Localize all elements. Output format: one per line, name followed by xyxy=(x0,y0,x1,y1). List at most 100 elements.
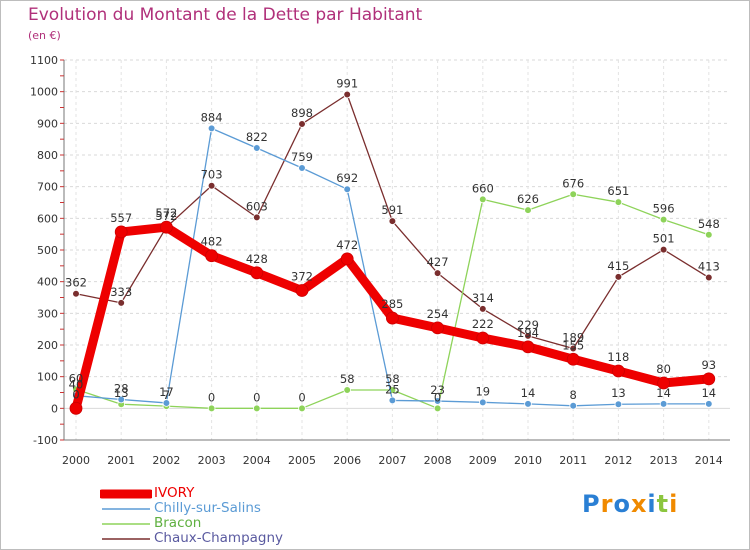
y-tick-label: 600 xyxy=(37,212,58,225)
data-label-chilly-sur-salins: 14 xyxy=(521,386,536,400)
data-point-chaux-champagny xyxy=(704,273,713,282)
data-label-bracon: 676 xyxy=(562,176,584,190)
data-point-chilly-sur-salins xyxy=(569,401,577,410)
data-point-ivory xyxy=(657,376,670,390)
data-point-chilly-sur-salins xyxy=(343,185,352,194)
data-label-bracon: 660 xyxy=(472,181,494,195)
data-label-bracon: 58 xyxy=(385,372,400,386)
data-label-ivory: 482 xyxy=(201,235,223,249)
data-point-bracon xyxy=(614,198,623,206)
legend-label-chilly: Chilly-sur-Salins xyxy=(154,500,261,516)
data-point-bracon xyxy=(569,190,577,199)
data-point-chaux-champagny xyxy=(72,289,80,298)
data-point-chilly-sur-salins xyxy=(478,398,487,407)
logo-letter: r xyxy=(600,490,614,518)
data-point-bracon xyxy=(298,404,306,413)
data-label-chaux-champagny: 898 xyxy=(291,106,313,120)
y-tick-label: 1100 xyxy=(30,54,58,67)
data-label-bracon: 626 xyxy=(517,192,539,206)
chart-title: Evolution du Montant de la Dette par Hab… xyxy=(28,5,423,25)
legend-label-bracon: Bracon xyxy=(154,515,202,531)
data-label-ivory: 254 xyxy=(427,307,449,321)
data-label-chaux-champagny: 362 xyxy=(65,276,87,290)
data-label-chilly-sur-salins: 23 xyxy=(430,383,445,397)
data-point-bracon xyxy=(478,195,487,204)
logo-letter: i xyxy=(647,490,657,518)
data-point-chaux-champagny xyxy=(388,217,397,225)
x-tick-label: 2013 xyxy=(650,454,678,467)
data-label-chaux-champagny: 427 xyxy=(427,255,449,269)
proxiti-logo: Proxiti xyxy=(582,490,678,518)
data-point-bracon xyxy=(207,404,216,413)
x-tick-label: 2001 xyxy=(107,454,135,467)
x-tick-label: 2012 xyxy=(604,454,632,467)
data-label-chaux-champagny: 591 xyxy=(381,203,403,217)
data-point-chaux-champagny xyxy=(569,344,577,353)
x-tick-label: 2004 xyxy=(243,454,271,467)
data-point-chilly-sur-salins xyxy=(614,400,623,409)
data-label-chilly-sur-salins: 14 xyxy=(656,386,671,400)
data-label-ivory: 428 xyxy=(246,252,268,266)
data-point-ivory xyxy=(114,225,128,239)
data-label-chaux-champagny: 314 xyxy=(472,291,494,305)
x-tick-label: 2007 xyxy=(378,454,406,467)
data-label-bracon: 7 xyxy=(163,388,170,402)
data-label-chilly-sur-salins: 17 xyxy=(159,385,174,399)
data-label-chilly-sur-salins: 25 xyxy=(385,382,400,396)
data-label-bracon: 0 xyxy=(298,390,305,404)
data-label-ivory: 372 xyxy=(291,270,313,284)
axes: -100010020030040050060070080090010001100… xyxy=(30,54,730,467)
y-tick-label: 1000 xyxy=(30,86,58,99)
data-point-ivory xyxy=(702,372,716,386)
data-point-chaux-champagny xyxy=(478,305,487,313)
data-label-bracon: 0 xyxy=(253,390,260,404)
data-point-chaux-champagny xyxy=(207,181,216,190)
data-label-chaux-champagny: 603 xyxy=(246,199,268,213)
x-tick-label: 2009 xyxy=(469,454,497,467)
data-point-bracon xyxy=(704,231,713,239)
data-point-ivory xyxy=(69,401,83,415)
legend-item-chilly: Chilly-sur-Salins xyxy=(100,501,283,516)
data-point-chaux-champagny xyxy=(117,299,125,307)
data-point-ivory xyxy=(250,266,264,280)
data-label-ivory: 155 xyxy=(562,338,584,352)
data-point-chilly-sur-salins xyxy=(207,124,216,133)
data-point-chilly-sur-salins xyxy=(252,144,261,152)
legend-swatch-ivory xyxy=(100,489,152,499)
data-label-ivory: 93 xyxy=(701,358,716,372)
data-label-bracon: 58 xyxy=(340,372,355,386)
data-label-chilly-sur-salins: 13 xyxy=(611,386,626,400)
data-label-ivory: 222 xyxy=(472,317,494,331)
data-point-ivory xyxy=(566,352,580,366)
x-tick-label: 2002 xyxy=(152,454,180,467)
data-label-chaux-champagny: 703 xyxy=(201,168,223,182)
y-tick-label: 400 xyxy=(37,276,58,289)
y-tick-label: 900 xyxy=(37,117,58,130)
data-label-ivory: 472 xyxy=(336,238,358,252)
data-label-bracon: 0 xyxy=(434,390,441,404)
x-tick-label: 2014 xyxy=(695,454,723,467)
data-point-chilly-sur-salins xyxy=(298,164,306,172)
data-labels: 362 333 572 703 603 898 991 591 427 314 229 189 415 5… xyxy=(65,77,720,405)
x-tick-label: 2010 xyxy=(514,454,542,467)
data-point-chaux-champagny xyxy=(614,273,623,281)
data-label-chilly-sur-salins: 759 xyxy=(291,150,313,164)
y-tick-label: 0 xyxy=(51,402,58,415)
logo-letter: i xyxy=(669,490,679,518)
legend-item-bracon: Bracon xyxy=(100,516,283,531)
y-tick-label: 300 xyxy=(37,307,58,320)
logo-letter: x xyxy=(630,490,648,518)
data-point-chilly-sur-salins xyxy=(659,400,668,408)
data-label-chaux-champagny: 333 xyxy=(110,285,132,299)
legend-swatch-chilly xyxy=(102,508,150,510)
data-point-bracon xyxy=(433,404,442,413)
data-label-chilly-sur-salins: 884 xyxy=(201,110,223,124)
data-label-chilly-sur-salins: 8 xyxy=(570,388,577,402)
data-point-chaux-champagny xyxy=(252,213,261,222)
x-tick-label: 2005 xyxy=(288,454,316,467)
y-tick-label: 200 xyxy=(37,339,58,352)
data-label-ivory: 194 xyxy=(517,326,539,340)
y-tick-label: 100 xyxy=(37,371,58,384)
legend: IVORY Chilly-sur-Salins Bracon Chaux-Cha… xyxy=(100,486,283,546)
